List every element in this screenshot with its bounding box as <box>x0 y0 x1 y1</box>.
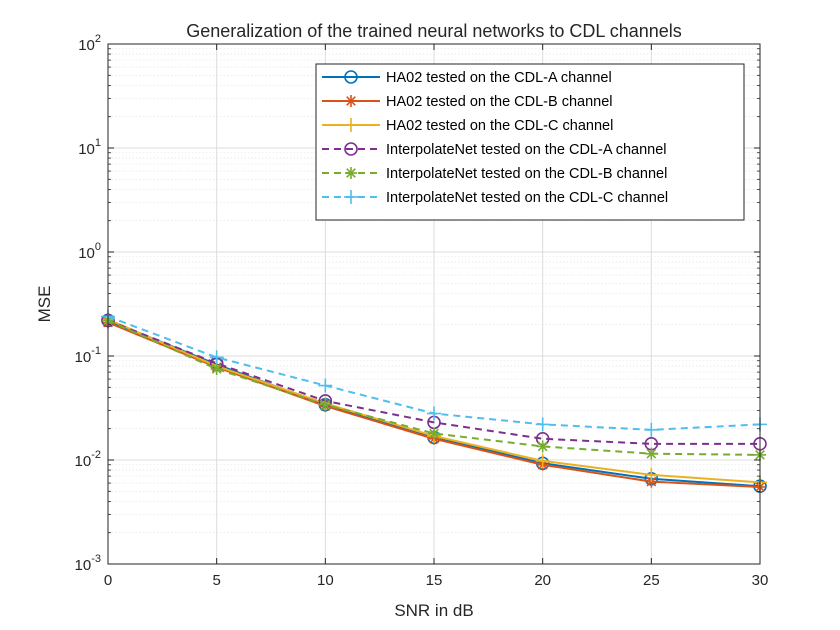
y-tick-label: 102 <box>78 33 101 54</box>
ticks: 10-3 10-2 10-1 100 101 102 0 5 10 15 20 25 30 <box>75 33 769 589</box>
legend-marker <box>345 95 357 107</box>
series-line <box>107 319 760 445</box>
data-point <box>428 427 440 440</box>
legend-label: HA02 tested on the CDL-A channel <box>386 70 612 86</box>
legend-label: HA02 tested on the CDL-C channel <box>386 118 613 134</box>
x-tick-label: 5 <box>212 572 220 589</box>
legend-label: InterpolateNet tested on the CDL-A chann… <box>386 142 667 158</box>
legend-entry: HA02 tested on the CDL-C channel <box>322 118 613 134</box>
legend-entry: InterpolateNet tested on the CDL-C chann… <box>322 190 668 206</box>
legend-marker <box>344 118 358 132</box>
data-point <box>319 398 332 411</box>
data-point <box>210 362 223 375</box>
chart-title: Generalization of the trained neural net… <box>186 21 682 41</box>
data-point <box>427 406 441 421</box>
data-point <box>535 453 550 468</box>
data-point <box>318 378 333 393</box>
x-tick-label: 10 <box>317 572 334 589</box>
marker-stroke <box>537 441 548 452</box>
marker-stroke <box>346 168 356 178</box>
marker-stroke <box>346 96 356 106</box>
series-layer <box>101 309 767 494</box>
marker-stroke <box>646 448 657 459</box>
legend-box <box>315 63 745 221</box>
marker-stroke <box>211 364 222 374</box>
x-axis-label: SNR in dB <box>394 601 473 620</box>
data-point <box>535 417 550 432</box>
x-tick-label: 30 <box>752 572 769 589</box>
legend: HA02 tested on the CDL-A channel HA02 tes… <box>315 63 745 221</box>
marker-stroke <box>320 399 331 410</box>
y-axis-label: MSE <box>35 286 54 323</box>
y-tick-label: 10-1 <box>75 345 101 366</box>
x-tick-label: 15 <box>426 572 443 589</box>
legend-marker <box>344 142 358 156</box>
y-tick-label: 10-3 <box>75 553 101 574</box>
legend-entry: HA02 tested on the CDL-A channel <box>322 70 612 86</box>
legend-label: InterpolateNet tested on the CDL-C chann… <box>386 190 668 206</box>
x-tick-label: 20 <box>534 572 551 589</box>
data-point <box>209 350 224 365</box>
legend-marker <box>344 190 358 204</box>
legend-entry: InterpolateNet tested on the CDL-B chann… <box>322 166 667 182</box>
legend-marker <box>345 167 357 179</box>
legend-label: InterpolateNet tested on the CDL-B chann… <box>386 166 667 182</box>
x-tick-label: 25 <box>643 572 660 589</box>
data-point <box>644 467 659 482</box>
y-tick-label: 100 <box>78 241 101 262</box>
data-point <box>536 440 549 453</box>
y-tick-label: 101 <box>78 137 101 158</box>
legend-entry: InterpolateNet tested on the CDL-A chann… <box>322 142 667 158</box>
legend-label: HA02 tested on the CDL-B channel <box>386 94 613 110</box>
x-tick-label: 0 <box>104 572 112 589</box>
data-point <box>644 422 659 437</box>
data-point <box>645 447 658 460</box>
y-tick-label: 10-2 <box>75 449 101 470</box>
marker-stroke <box>429 428 439 439</box>
legend-entry: HA02 tested on the CDL-B channel <box>322 94 613 110</box>
legend-marker <box>344 70 358 84</box>
